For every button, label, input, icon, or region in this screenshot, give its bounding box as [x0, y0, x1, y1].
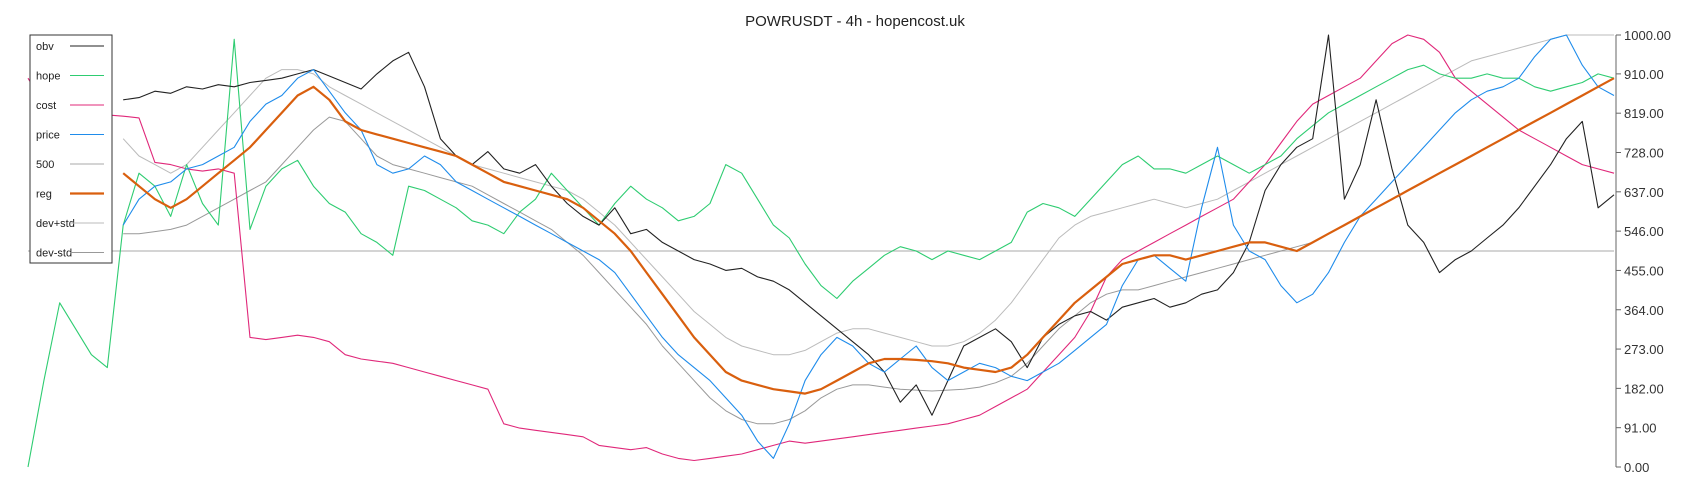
- y-tick-label: 0.00: [1624, 460, 1649, 475]
- series-line-dev-std: [122, 34, 1614, 356]
- y-tick-label: 910.00: [1624, 67, 1664, 82]
- legend-item-cost: cost: [36, 100, 104, 112]
- y-tick-label: 455.00: [1624, 263, 1664, 278]
- legend-label: dev+std: [36, 218, 75, 230]
- legend-item-price: price: [36, 130, 104, 142]
- legend-item-500: 500: [36, 159, 104, 171]
- legend-box: [29, 34, 113, 264]
- y-tick-label: 546.00: [1624, 224, 1664, 239]
- series-line-hope: [27, 38, 1615, 468]
- y-tick-label: 182.00: [1624, 381, 1664, 396]
- legend-item-dev-std: dev-std: [36, 248, 104, 260]
- series-line-reg: [122, 77, 1615, 395]
- series-line-cost: [27, 34, 1615, 462]
- legend-label: dev-std: [36, 248, 72, 260]
- y-tick-label: 273.00: [1624, 342, 1664, 357]
- legend-label: reg: [36, 189, 52, 201]
- y-axis-right: 0.00 91.00 182.00 273.00 364.00 455.00 546.00 6…: [1615, 28, 1671, 475]
- legend-item-hope: hope: [36, 71, 104, 83]
- legend-label: 500: [36, 159, 54, 171]
- y-tick-label: 91.00: [1624, 421, 1657, 436]
- legend-label: hope: [36, 71, 60, 83]
- series-layer: [27, 34, 1615, 468]
- legend-label: obv: [36, 41, 54, 53]
- legend-label: price: [36, 130, 60, 142]
- legend: obv hope cost price 500 reg dev+std dev-std: [29, 34, 113, 264]
- y-tick-label: 819.00: [1624, 106, 1664, 121]
- legend-item-dev-std: dev+std: [36, 218, 104, 230]
- y-tick-label: 728.00: [1624, 146, 1664, 161]
- legend-label: cost: [36, 100, 56, 112]
- legend-item-obv: obv: [36, 41, 104, 53]
- y-tick-label: 364.00: [1624, 303, 1664, 318]
- legend-item-reg: reg: [36, 189, 104, 201]
- series-line-obv: [123, 34, 1615, 416]
- y-tick-label: 637.00: [1624, 185, 1664, 200]
- chart-title: POWRUSDT - 4h - hopencost.uk: [745, 13, 965, 30]
- y-tick-label: 1000.00: [1624, 28, 1671, 43]
